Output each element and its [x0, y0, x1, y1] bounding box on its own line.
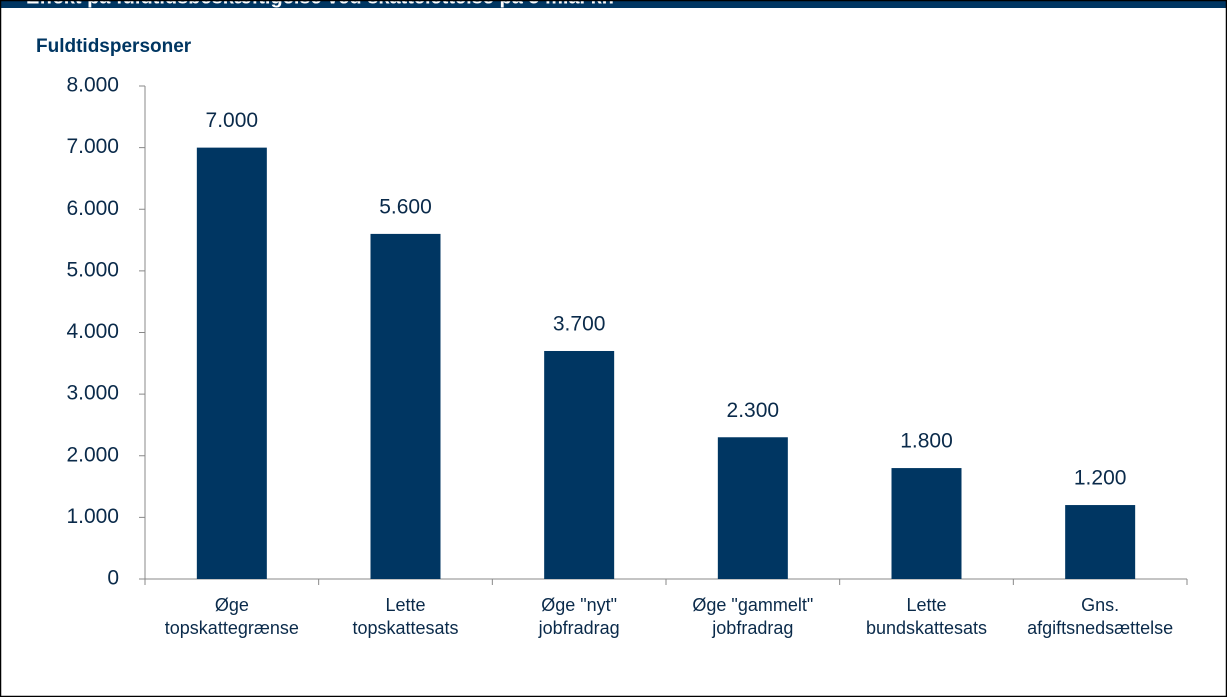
x-tick-label-line: jobfradrag — [711, 618, 793, 638]
y-tick-label: 1.000 — [66, 505, 119, 528]
x-tick-label-line: bundskattesats — [866, 618, 987, 638]
x-tick-label: Øge topskattegrænse — [165, 595, 299, 638]
x-tick-label-line: topskattegrænse — [165, 618, 299, 638]
bar — [717, 437, 788, 579]
value-label: 2.300 — [727, 399, 780, 422]
y-tick-label: 7.000 — [66, 135, 119, 158]
y-tick-label: 4.000 — [66, 320, 119, 343]
y-tick-label: 3.000 — [66, 382, 119, 405]
value-label: 7.000 — [206, 109, 259, 132]
x-tick-label: Lette topskattesats — [352, 595, 458, 638]
value-label: 1.200 — [1074, 467, 1127, 490]
x-tick-label-line: Lette — [906, 595, 946, 615]
x-tick-label-line: Øge "nyt" — [541, 595, 617, 615]
x-tick-label-line: jobfradrag — [538, 618, 620, 638]
x-tick-label-line: Gns. — [1081, 595, 1119, 615]
bar — [891, 468, 962, 579]
x-tick-label: Øge "nyt" jobfradrag — [538, 595, 620, 638]
x-tick-label: Gns. afgiftsnedsættelse — [1027, 595, 1173, 638]
value-label: 3.700 — [553, 313, 606, 336]
y-tick-label: 2.000 — [66, 443, 119, 466]
y-tick-label: 6.000 — [66, 197, 119, 220]
bar — [544, 350, 615, 579]
y-tick-label: 0 — [107, 567, 119, 590]
bar — [196, 147, 267, 579]
bar — [370, 233, 441, 579]
x-tick-label-line: Lette — [385, 595, 425, 615]
value-label: 5.600 — [379, 195, 432, 218]
x-tick-label-line: Øge "gammelt" — [692, 595, 813, 615]
x-tick-label: Lette bundskattesats — [866, 595, 987, 638]
x-tick-label-line: topskattesats — [352, 618, 458, 638]
chart-title: Effekt på fuldtidsbeskæftigelse ved skat… — [26, 0, 614, 8]
header-bar — [0, 0, 1227, 8]
bar — [1065, 505, 1136, 579]
x-tick-label: Øge "gammelt" jobfradrag — [692, 595, 813, 638]
x-tick-label-line: Øge — [215, 595, 249, 615]
y-tick-label: 8.000 — [66, 74, 119, 97]
y-tick-label: 5.000 — [66, 258, 119, 281]
x-tick-label-line: afgiftsnedsættelse — [1027, 618, 1173, 638]
y-axis-label: Fuldtidspersoner — [36, 36, 192, 57]
value-label: 1.800 — [900, 430, 953, 453]
